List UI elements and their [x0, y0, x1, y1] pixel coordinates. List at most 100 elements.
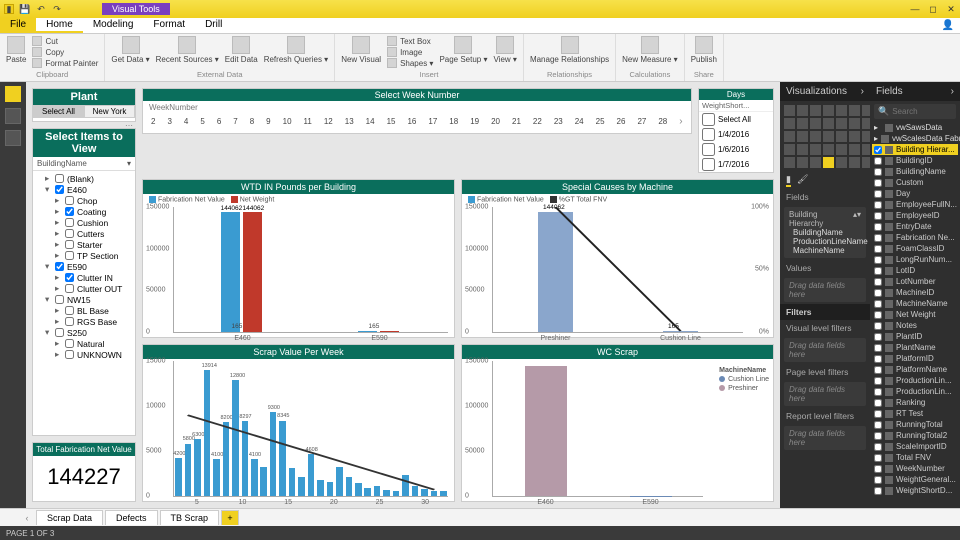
tree-item[interactable]: ▸Chop: [35, 195, 133, 206]
recent-sources-button[interactable]: Recent Sources ▾: [156, 36, 219, 64]
plant-select-all[interactable]: Select All: [33, 105, 84, 118]
field-row[interactable]: PlantName: [872, 342, 958, 353]
viz-type-icon[interactable]: [810, 131, 821, 142]
values-well[interactable]: Drag data fields here: [784, 278, 866, 302]
tree-item[interactable]: ▸Clutter OUT: [35, 283, 133, 294]
field-row[interactable]: ProductionLin...: [872, 386, 958, 397]
field-row[interactable]: Day: [872, 188, 958, 199]
viz-type-icon[interactable]: [849, 131, 860, 142]
field-row[interactable]: LongRunNum...: [872, 254, 958, 265]
tree-item[interactable]: ▸TP Section: [35, 250, 133, 261]
field-row[interactable]: MachineID: [872, 287, 958, 298]
tree-item[interactable]: ▸Clutter IN: [35, 272, 133, 283]
field-row[interactable]: ProductionLin...: [872, 375, 958, 386]
tree-item[interactable]: ▸Starter: [35, 239, 133, 250]
tab-modeling[interactable]: Modeling: [83, 18, 144, 33]
textbox-button[interactable]: Text Box: [387, 36, 433, 46]
page-tab-tbscrap[interactable]: TB Scrap: [160, 510, 220, 525]
page-setup-button[interactable]: Page Setup ▾: [439, 36, 487, 64]
field-row[interactable]: FoamClassID: [872, 243, 958, 254]
viz-type-icon[interactable]: [836, 157, 847, 168]
model-view-icon[interactable]: [5, 130, 21, 146]
save-icon[interactable]: 💾: [20, 4, 30, 14]
viz-type-icon[interactable]: [784, 118, 795, 129]
tree-item[interactable]: ▸BL Base: [35, 305, 133, 316]
viz-type-icon[interactable]: [784, 131, 795, 142]
viz-type-icon[interactable]: [849, 144, 860, 155]
viz-type-icon[interactable]: [797, 131, 808, 142]
page-tab-scrap[interactable]: Scrap Data: [36, 510, 103, 525]
edit-data-button[interactable]: Edit Data: [225, 36, 258, 64]
tree-item[interactable]: ▸UNKNOWN: [35, 349, 133, 360]
tree-item[interactable]: ▸Coating: [35, 206, 133, 217]
report-view-icon[interactable]: [5, 86, 21, 102]
viz-type-icon[interactable]: [823, 157, 834, 168]
close-icon[interactable]: ✕: [946, 4, 956, 15]
field-row[interactable]: ▸vwSawsData: [872, 122, 958, 133]
plant-newyork[interactable]: New York: [84, 105, 135, 118]
tree-item[interactable]: ▾E460: [35, 184, 133, 195]
viz-type-icon[interactable]: [784, 144, 795, 155]
field-row[interactable]: Ranking: [872, 397, 958, 408]
next-icon[interactable]: ›: [679, 116, 682, 127]
chart-scrap[interactable]: Scrap Value Per Week 1500010000500004200…: [142, 344, 455, 503]
field-row[interactable]: LotNumber: [872, 276, 958, 287]
paste-button[interactable]: Paste: [6, 36, 26, 64]
viz-type-icon[interactable]: [836, 144, 847, 155]
field-row[interactable]: WeightGeneral...: [872, 474, 958, 485]
field-row[interactable]: EmployeeFullN...: [872, 199, 958, 210]
tree-item[interactable]: ▸RGS Base: [35, 316, 133, 327]
maximize-icon[interactable]: ◻: [928, 4, 938, 15]
cut-button[interactable]: Cut: [32, 36, 98, 46]
page-tab-defects[interactable]: Defects: [105, 510, 158, 525]
redo-icon[interactable]: ↷: [52, 4, 62, 14]
minimize-icon[interactable]: —: [910, 4, 920, 15]
viz-type-icon[interactable]: [810, 157, 821, 168]
view-button[interactable]: View ▾: [494, 36, 517, 64]
format-tab-icon[interactable]: 🖌: [797, 174, 808, 187]
new-measure-button[interactable]: New Measure ▾: [622, 36, 678, 64]
field-row[interactable]: EntryDate: [872, 221, 958, 232]
tab-format[interactable]: Format: [143, 18, 195, 33]
tab-drill[interactable]: Drill: [195, 18, 232, 33]
manage-relationships-button[interactable]: Manage Relationships: [530, 36, 609, 64]
viz-type-icon[interactable]: [797, 144, 808, 155]
field-row[interactable]: MachineName: [872, 298, 958, 309]
fields-tab-icon[interactable]: ▮: [786, 174, 791, 187]
field-row[interactable]: BuildingID: [872, 155, 958, 166]
viz-type-icon[interactable]: [836, 105, 847, 116]
viz-type-icon[interactable]: [810, 118, 821, 129]
add-page-button[interactable]: +: [221, 510, 239, 525]
viz-type-icon[interactable]: [823, 118, 834, 129]
viz-type-icon[interactable]: [797, 157, 808, 168]
field-row[interactable]: Net Weight: [872, 309, 958, 320]
format-painter-button[interactable]: Format Painter: [32, 58, 98, 68]
viz-type-icon[interactable]: [797, 105, 808, 116]
tab-file[interactable]: File: [0, 18, 36, 33]
field-row[interactable]: Notes: [872, 320, 958, 331]
field-row[interactable]: BuildingName: [872, 166, 958, 177]
tree-item[interactable]: ▾E590: [35, 261, 133, 272]
field-row[interactable]: Building Hierar...: [872, 144, 958, 155]
viz-type-icon[interactable]: [784, 157, 795, 168]
chart-wc[interactable]: WC Scrap MachineNameCushion LinePreshine…: [461, 344, 774, 503]
field-row[interactable]: EmployeeID: [872, 210, 958, 221]
viz-type-icon[interactable]: [823, 131, 834, 142]
get-data-button[interactable]: Get Data ▾: [111, 36, 149, 64]
viz-type-icon[interactable]: [810, 144, 821, 155]
chart-special[interactable]: Special Causes by Machine Fabrication Ne…: [461, 179, 774, 338]
viz-type-icon[interactable]: [849, 105, 860, 116]
image-button[interactable]: Image: [387, 47, 433, 57]
field-row[interactable]: ▸vwScalesData Fabric...: [872, 133, 958, 144]
field-row[interactable]: ScaleImportID: [872, 441, 958, 452]
field-row[interactable]: LotID: [872, 265, 958, 276]
tree-item[interactable]: ▾S250: [35, 327, 133, 338]
viz-type-icon[interactable]: [836, 118, 847, 129]
viz-type-icon[interactable]: [797, 118, 808, 129]
select-items-slicer[interactable]: ⋯ Select Items to View BuildingName▾ ▸(B…: [32, 128, 136, 436]
collapse-icon[interactable]: ›: [951, 86, 954, 97]
signin-icon[interactable]: 👤: [936, 18, 960, 33]
viz-type-icon[interactable]: [810, 105, 821, 116]
refresh-button[interactable]: Refresh Queries ▾: [264, 36, 328, 64]
field-row[interactable]: WeightShortD...: [872, 485, 958, 496]
